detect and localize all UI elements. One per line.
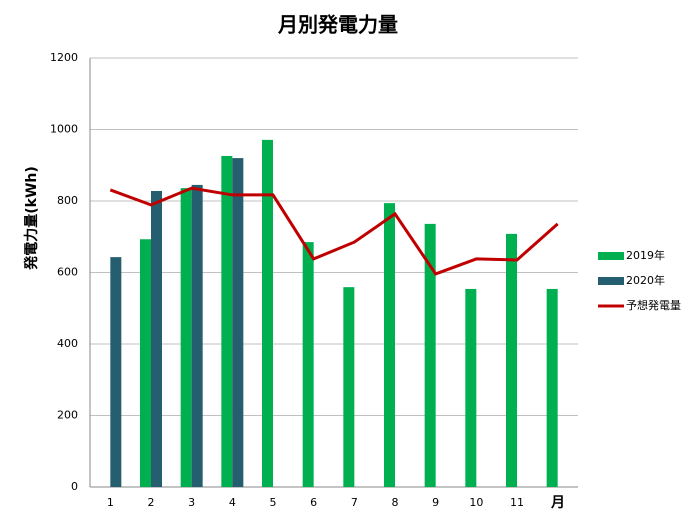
x-tick-label: 4 [229, 496, 236, 509]
x-tick-label: 2 [148, 496, 155, 509]
x-tick-label: 11 [510, 496, 524, 509]
bar [110, 257, 122, 487]
x-tick-label: 8 [392, 496, 399, 509]
bar [151, 190, 162, 488]
bar [424, 223, 436, 487]
bar [232, 158, 244, 487]
y-tick-label: 1000 [50, 123, 78, 136]
x-tick-label: 10 [469, 496, 483, 509]
legend-swatch [598, 277, 624, 285]
x-tick-label: 5 [270, 496, 277, 509]
bar [546, 288, 558, 487]
x-tick-label: 3 [188, 496, 195, 509]
x-tick-label: 1 [107, 496, 114, 509]
y-tick-label: 0 [71, 480, 78, 493]
bar [191, 184, 203, 487]
bar [262, 139, 273, 487]
legend-swatch [598, 252, 624, 260]
legend-label: 予想発電量 [626, 298, 681, 312]
bar [140, 239, 151, 487]
bar [384, 203, 395, 487]
chart-title: 月別発電力量 [277, 13, 398, 37]
bar [506, 233, 517, 487]
y-tick-label: 600 [57, 266, 78, 279]
x-tick-label: 6 [310, 496, 317, 509]
legend-label: 2019年 [626, 248, 665, 262]
bar [302, 242, 314, 487]
bar [221, 155, 233, 487]
x-tick-label: 9 [432, 496, 439, 509]
x-tick-label: 7 [351, 496, 358, 509]
bar [465, 288, 477, 487]
y-tick-label: 1200 [50, 51, 78, 64]
y-tick-label: 200 [57, 409, 78, 422]
y-tick-label: 800 [57, 194, 78, 207]
y-axis-title: 発電力量(kWh) [23, 166, 40, 271]
line [109, 186, 559, 276]
bar [343, 287, 355, 487]
x-axis-title: 月 [550, 495, 565, 511]
legend-label: 2020年 [626, 273, 665, 287]
y-tick-label: 400 [57, 337, 78, 350]
bar [180, 188, 192, 487]
